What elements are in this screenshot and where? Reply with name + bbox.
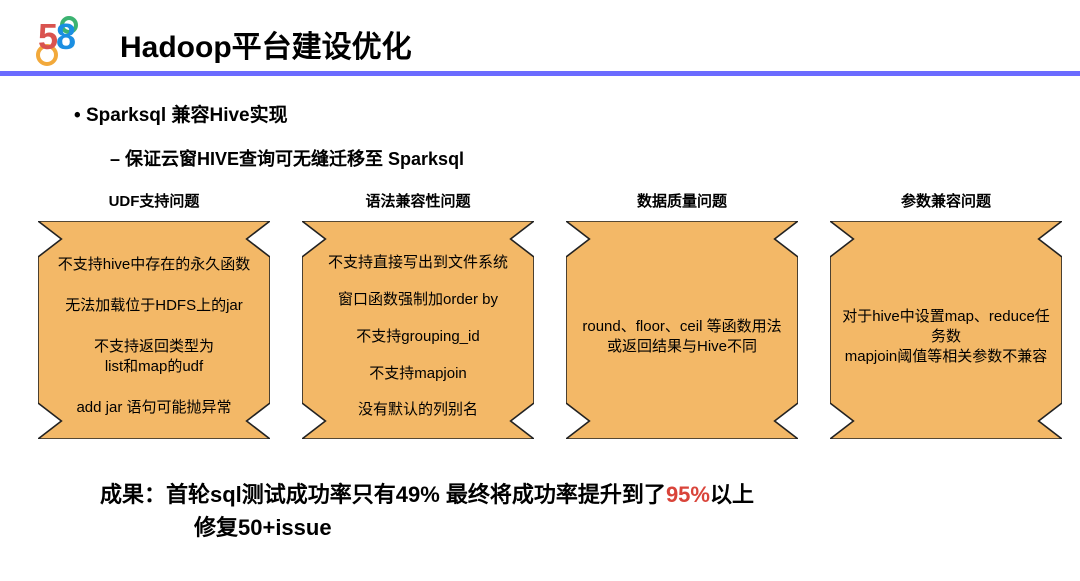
- card-title: 数据质量问题: [637, 190, 727, 211]
- card-item: 不支持返回类型为 list和map的udf: [48, 336, 260, 379]
- card-body: round、floor、ceil 等函数用法或返回结果与Hive不同: [566, 221, 798, 439]
- card-item: round、floor、ceil 等函数用法或返回结果与Hive不同: [576, 316, 788, 359]
- card-item: 窗口函数强制加order by: [312, 289, 524, 311]
- card-item: add jar 语句可能抛异常: [48, 397, 260, 419]
- logo-58: 58: [38, 16, 74, 58]
- card-item: 对于hive中设置map、reduce任务数 mapjoin阈值等相关参数不兼容: [840, 306, 1052, 369]
- card-text: 不支持hive中存在的永久函数无法加载位于HDFS上的jar 不支持返回类型为 l…: [48, 245, 260, 429]
- card-item: 没有默认的列别名: [312, 399, 524, 421]
- card-body: 对于hive中设置map、reduce任务数 mapjoin阈值等相关参数不兼容: [830, 221, 1062, 439]
- card-text: 对于hive中设置map、reduce任务数 mapjoin阈值等相关参数不兼容: [840, 245, 1052, 429]
- card-item: 不支持直接写出到文件系统: [312, 252, 524, 274]
- bullet-list: Sparksql 兼容Hive实现 保证云窗HIVE查询可无缝迁移至 Spark…: [74, 100, 464, 171]
- card: UDF支持问题不支持hive中存在的永久函数无法加载位于HDFS上的jar不支持…: [38, 190, 270, 439]
- result-highlight: 95%: [666, 482, 710, 507]
- result-prefix: 成果：首轮sql测试成功率只有49% 最终将成功率提升到了: [100, 482, 666, 507]
- card: 语法兼容性问题不支持直接写出到文件系统窗口函数强制加order by 不支持gro…: [302, 190, 534, 439]
- card-text: 不支持直接写出到文件系统窗口函数强制加order by 不支持grouping_i…: [312, 245, 524, 429]
- card-body: 不支持hive中存在的永久函数无法加载位于HDFS上的jar 不支持返回类型为 l…: [38, 221, 270, 439]
- card: 数据质量问题 round、floor、ceil 等函数用法或返回结果与Hive不同: [566, 190, 798, 439]
- result-suffix: 以上: [710, 482, 754, 507]
- result-line2: 修复50+issue: [194, 511, 754, 544]
- card-title: 语法兼容性问题: [365, 190, 470, 211]
- card-row: UDF支持问题不支持hive中存在的永久函数无法加载位于HDFS上的jar不支持…: [38, 190, 1062, 439]
- card-title: 参数兼容问题: [901, 190, 991, 211]
- page-title: Hadoop平台建设优化: [120, 22, 412, 66]
- card-item: 不支持mapjoin: [312, 363, 524, 385]
- card-item: 无法加载位于HDFS上的jar: [48, 295, 260, 317]
- logo-digit-8: 8: [56, 16, 74, 57]
- title-divider: [0, 71, 1080, 76]
- card-body: 不支持直接写出到文件系统窗口函数强制加order by 不支持grouping_i…: [302, 221, 534, 439]
- result-text: 成果：首轮sql测试成功率只有49% 最终将成功率提升到了95%以上 修复50+…: [100, 478, 754, 544]
- bullet-2: 保证云窗HIVE查询可无缝迁移至 Sparksql: [110, 145, 464, 171]
- bullet-1: Sparksql 兼容Hive实现: [74, 100, 464, 127]
- card-title: UDF支持问题: [109, 190, 200, 211]
- card-item: 不支持grouping_id: [312, 326, 524, 348]
- logo-digit-5: 5: [38, 16, 56, 57]
- card: 参数兼容问题对于hive中设置map、reduce任务数 mapjoin阈值等相…: [830, 190, 1062, 439]
- card-text: round、floor、ceil 等函数用法或返回结果与Hive不同: [576, 245, 788, 429]
- card-item: 不支持hive中存在的永久函数: [48, 254, 260, 276]
